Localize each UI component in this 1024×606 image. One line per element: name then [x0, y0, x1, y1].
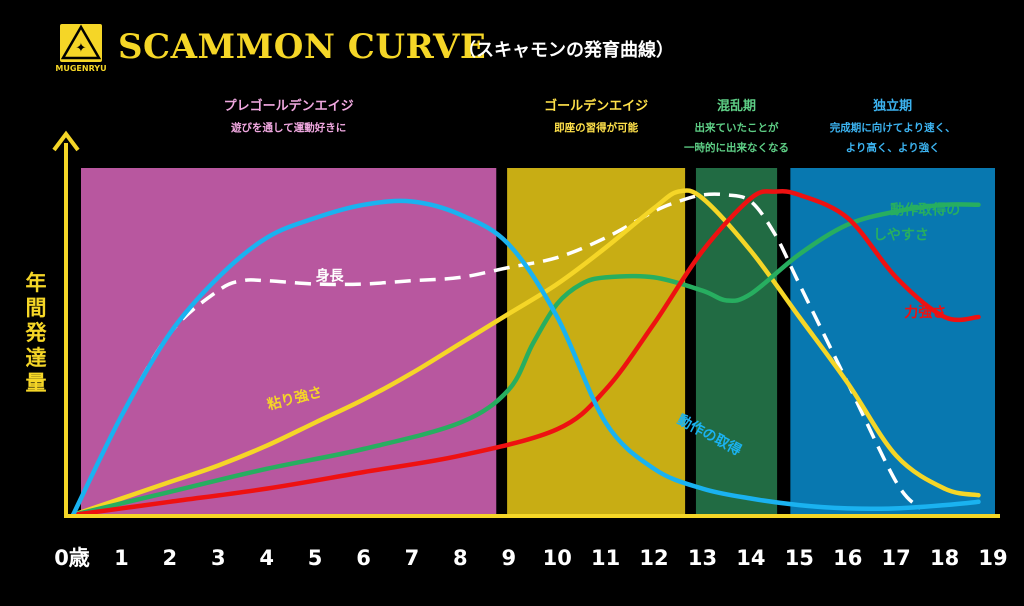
- series-lines: [70, 188, 981, 518]
- x-tick-9: 9: [501, 546, 516, 570]
- y-axis-label: 年間発達量: [25, 271, 48, 395]
- series-line-1: [70, 188, 981, 518]
- x-tick-13: 13: [688, 546, 717, 570]
- phase-name-1: ゴールデンエイジ: [544, 98, 648, 114]
- x-tick-0: 0歳: [54, 546, 90, 570]
- series-label-5: 力強さ: [904, 304, 946, 321]
- phase-name-3: 独立期: [873, 98, 912, 114]
- x-tick-3: 3: [211, 546, 226, 570]
- phase-desc-2-0: 出来ていたことが: [695, 121, 779, 134]
- chart-subtitle: （スキャモンの発育曲線）: [458, 39, 674, 61]
- logo-emblem: [60, 24, 102, 62]
- x-tick-16: 16: [833, 546, 862, 570]
- phase-band-1: [507, 168, 686, 515]
- x-tick-15: 15: [785, 546, 814, 570]
- x-tick-11: 11: [591, 546, 620, 570]
- x-tick-12: 12: [639, 546, 668, 570]
- x-axis-ticks: 0歳 1 2 3 4 5 6 7 8 9 10 11 12 13 14 15 16 17 18 19: [54, 546, 1007, 570]
- x-tick-7: 7: [405, 546, 420, 570]
- x-tick-19: 19: [978, 546, 1007, 570]
- series-label-4: しやすさ: [873, 227, 929, 243]
- phase-band-3: [790, 168, 995, 515]
- series-label-0: 身長: [316, 268, 345, 285]
- phase-desc-0-0: 遊びを通して運動好きに: [231, 121, 346, 134]
- x-tick-5: 5: [308, 546, 323, 570]
- logo-text: MUGENRYU: [55, 64, 106, 73]
- x-tick-10: 10: [543, 546, 572, 570]
- phase-name-2: 混乱期: [717, 98, 756, 114]
- phase-name-0: プレゴールデンエイジ: [224, 98, 354, 114]
- phase-bands: [81, 168, 995, 515]
- logo-mark-icon: ✦: [76, 41, 87, 56]
- x-tick-17: 17: [882, 546, 911, 570]
- x-tick-6: 6: [356, 546, 371, 570]
- axes: [52, 130, 1000, 518]
- y-axis-arrow-icon: [52, 130, 80, 152]
- logo: ✦ MUGENRYU: [55, 24, 107, 73]
- x-tick-14: 14: [736, 546, 765, 570]
- series-line-0: [71, 192, 922, 516]
- phase-desc-1-0: 即座の習得が可能: [554, 121, 638, 134]
- x-tick-2: 2: [163, 546, 178, 570]
- chart-title: SCAMMON CURVE: [118, 27, 486, 67]
- x-tick-4: 4: [259, 546, 274, 570]
- phase-desc-3-0: 完成期に向けてより速く、: [830, 121, 956, 134]
- x-tick-18: 18: [930, 546, 959, 570]
- phase-desc-2-1: 一時的に出来なくなる: [684, 141, 789, 154]
- phase-desc-3-1: より高く、より強く: [846, 141, 940, 154]
- series-line-4: [70, 198, 981, 518]
- series-line-3: [70, 189, 981, 518]
- x-tick-1: 1: [114, 546, 129, 570]
- x-tick-8: 8: [453, 546, 468, 570]
- series-line-2: [70, 202, 981, 518]
- logo-triangle-icon: [60, 24, 102, 60]
- phase-band-2: [695, 168, 778, 515]
- series-label-3: 動作取得の: [890, 202, 960, 219]
